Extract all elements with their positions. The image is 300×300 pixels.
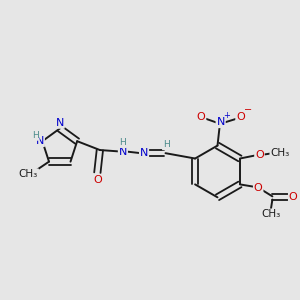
Text: O: O xyxy=(197,112,206,122)
Text: H: H xyxy=(119,138,126,147)
Text: N: N xyxy=(56,118,64,128)
Text: O: O xyxy=(289,192,298,202)
Text: N: N xyxy=(119,147,127,157)
Text: O: O xyxy=(236,112,245,122)
Text: O: O xyxy=(93,175,102,185)
Text: N: N xyxy=(36,136,44,146)
Text: N: N xyxy=(140,148,148,158)
Text: +: + xyxy=(224,111,230,120)
Text: CH₃: CH₃ xyxy=(270,148,290,158)
Text: CH₃: CH₃ xyxy=(261,209,280,219)
Text: CH₃: CH₃ xyxy=(19,169,38,179)
Text: H: H xyxy=(32,131,39,140)
Text: O: O xyxy=(255,150,264,160)
Text: N: N xyxy=(217,117,225,127)
Text: −: − xyxy=(244,105,252,115)
Text: H: H xyxy=(163,140,170,149)
Text: O: O xyxy=(254,182,262,193)
